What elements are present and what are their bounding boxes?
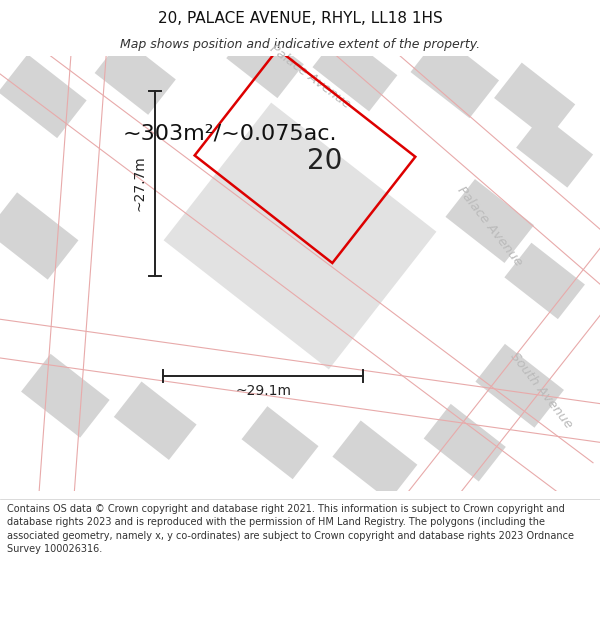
Polygon shape	[0, 13, 593, 499]
Text: Palace Avenue: Palace Avenue	[267, 42, 353, 111]
Text: Contains OS data © Crown copyright and database right 2021. This information is : Contains OS data © Crown copyright and d…	[7, 504, 574, 554]
Polygon shape	[326, 16, 600, 307]
Polygon shape	[424, 404, 506, 481]
Polygon shape	[95, 38, 176, 115]
Polygon shape	[0, 192, 79, 279]
Polygon shape	[114, 381, 197, 460]
Polygon shape	[332, 421, 418, 501]
Text: Map shows position and indicative extent of the property.: Map shows position and indicative extent…	[120, 38, 480, 51]
Polygon shape	[21, 354, 110, 437]
Polygon shape	[226, 24, 304, 98]
Polygon shape	[404, 168, 600, 524]
Text: ~29.1m: ~29.1m	[235, 384, 291, 398]
Polygon shape	[38, 30, 108, 512]
Text: Palace Avenue: Palace Avenue	[455, 184, 525, 268]
Polygon shape	[164, 102, 436, 369]
Text: South Avenue: South Avenue	[508, 350, 575, 431]
Polygon shape	[313, 31, 397, 111]
Text: ~27.7m: ~27.7m	[132, 156, 146, 211]
Polygon shape	[410, 34, 499, 118]
Text: 20: 20	[307, 147, 343, 175]
Text: 20, PALACE AVENUE, RHYL, LL18 1HS: 20, PALACE AVENUE, RHYL, LL18 1HS	[158, 11, 442, 26]
Polygon shape	[516, 114, 593, 188]
Polygon shape	[445, 179, 534, 263]
Polygon shape	[242, 406, 319, 479]
Text: ~303m²/~0.075ac.: ~303m²/~0.075ac.	[123, 123, 337, 143]
Polygon shape	[494, 62, 575, 140]
Polygon shape	[475, 344, 564, 428]
Polygon shape	[0, 317, 600, 445]
Polygon shape	[505, 242, 585, 319]
Polygon shape	[0, 54, 86, 138]
